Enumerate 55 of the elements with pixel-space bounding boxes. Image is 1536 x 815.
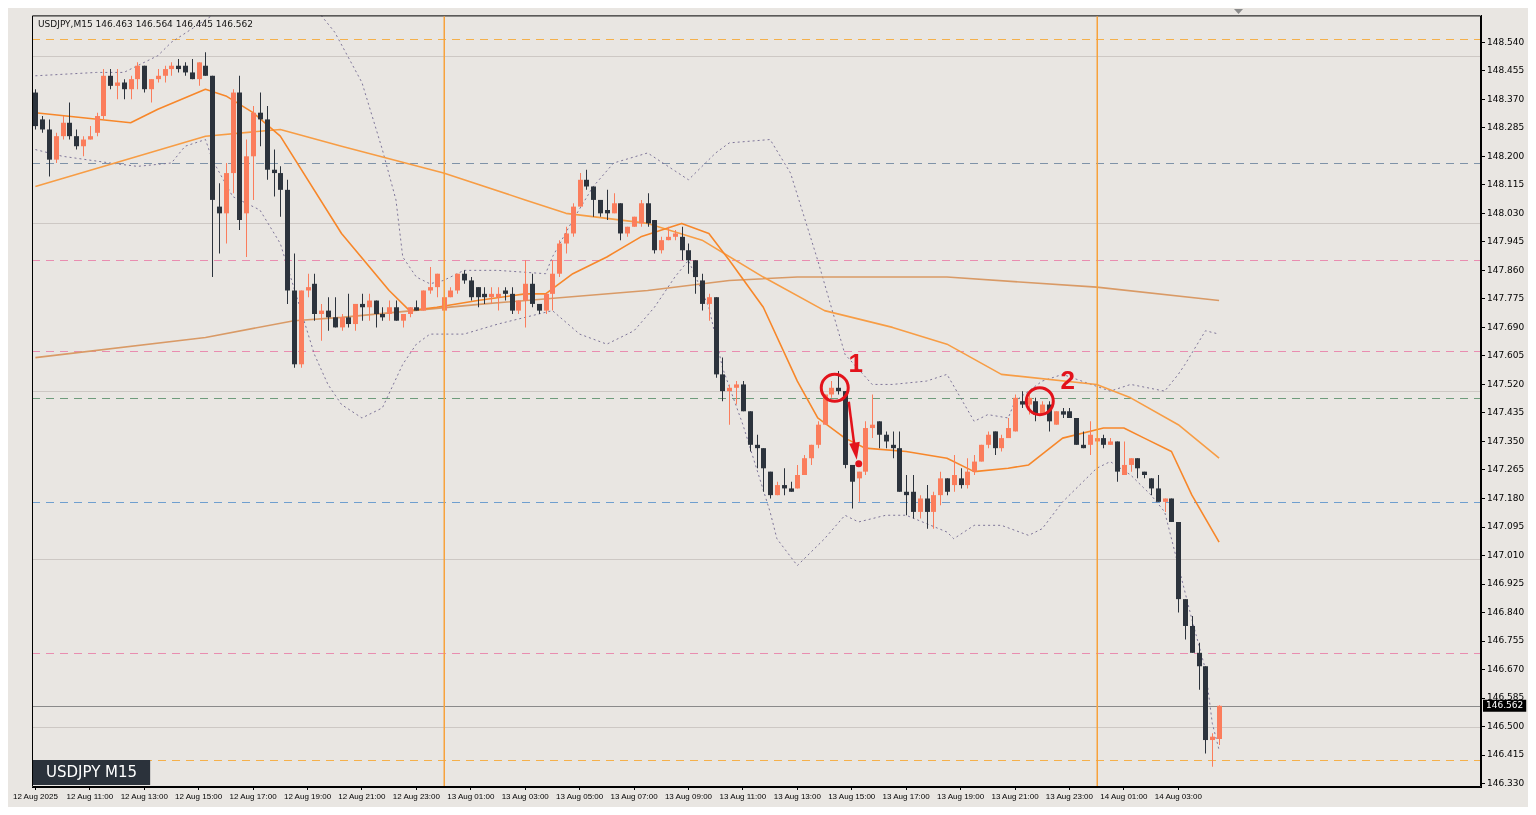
y-tick-label: 148.540: [1487, 36, 1525, 47]
x-tick-label: 13 Aug 05:00: [556, 792, 604, 801]
y-tick-label: 148.370: [1487, 93, 1525, 104]
y-tick-label: 147.180: [1487, 492, 1525, 503]
y-tick-label: 146.755: [1487, 635, 1525, 646]
y-tick-label: 148.200: [1487, 150, 1525, 161]
x-tick-label: 12 Aug 15:00: [175, 792, 223, 801]
y-tick-label: 147.860: [1487, 264, 1525, 275]
ref-line-label: 146.562: [1486, 700, 1524, 711]
y-tick-label: 146.415: [1487, 749, 1525, 760]
x-tick-label: 12 Aug 17:00: [229, 792, 278, 801]
line-series: [34, 15, 213, 77]
annotation: 1: [848, 347, 863, 378]
x-tick-label: 13 Aug 01:00: [447, 792, 495, 801]
y-tick-label: 147.010: [1487, 549, 1525, 560]
x-tick-label: 13 Aug 03:00: [501, 792, 550, 801]
annotation: USDJPY M15: [46, 762, 138, 781]
y-tick-label: 147.095: [1487, 521, 1525, 532]
x-tick-label: 12 Aug 11:00: [66, 792, 114, 801]
y-tick-label: 148.455: [1487, 65, 1525, 76]
y-tick-label: 146.670: [1487, 663, 1525, 674]
x-tick-label: 13 Aug 23:00: [1045, 792, 1094, 801]
y-tick-label: 147.350: [1487, 435, 1525, 446]
y-tick-label: 147.265: [1487, 464, 1525, 475]
x-tick-label: 12 Aug 13:00: [120, 792, 169, 801]
x-tick-label: 14 Aug 03:00: [1154, 792, 1203, 801]
y-tick-label: 147.520: [1487, 378, 1525, 389]
chart-title: USDJPY,M15 146.463 146.564 146.445 146.562: [38, 18, 254, 29]
y-tick-label: 147.775: [1487, 293, 1525, 304]
y-tick-label: 146.330: [1487, 777, 1525, 788]
y-tick-label: 146.840: [1487, 606, 1525, 617]
y-tick-label: 147.435: [1487, 407, 1525, 418]
x-tick-label: 13 Aug 15:00: [828, 792, 876, 801]
x-tick-label: 13 Aug 19:00: [937, 792, 985, 801]
y-tick-label: 147.605: [1487, 350, 1525, 361]
x-tick-label: 13 Aug 11:00: [719, 792, 767, 801]
y-tick-label: 148.115: [1487, 179, 1525, 190]
x-tick-label: 14 Aug 01:00: [1100, 792, 1148, 801]
x-tick-label: 12 Aug 21:00: [338, 792, 387, 801]
x-tick-label: 13 Aug 09:00: [664, 792, 713, 801]
y-tick-label: 146.585: [1487, 692, 1525, 703]
x-tick-label: 12 Aug 23:00: [392, 792, 441, 801]
y-tick-label: 147.690: [1487, 321, 1525, 332]
x-tick-label: 13 Aug 21:00: [991, 792, 1040, 801]
y-tick-label: 146.500: [1487, 720, 1525, 731]
x-tick-label: 13 Aug 13:00: [773, 792, 822, 801]
y-tick-label: 146.925: [1487, 578, 1525, 589]
y-tick-label: 148.030: [1487, 207, 1525, 218]
y-tick-label: 147.945: [1487, 236, 1525, 247]
y-tick-label: 148.285: [1487, 122, 1525, 133]
x-tick-label: 13 Aug 07:00: [610, 792, 659, 801]
line-series: [34, 139, 1220, 751]
x-tick-label: 12 Aug 2025: [12, 792, 59, 801]
x-tick-label: 12 Aug 19:00: [283, 792, 332, 801]
x-tick-label: 13 Aug 17:00: [882, 792, 931, 801]
